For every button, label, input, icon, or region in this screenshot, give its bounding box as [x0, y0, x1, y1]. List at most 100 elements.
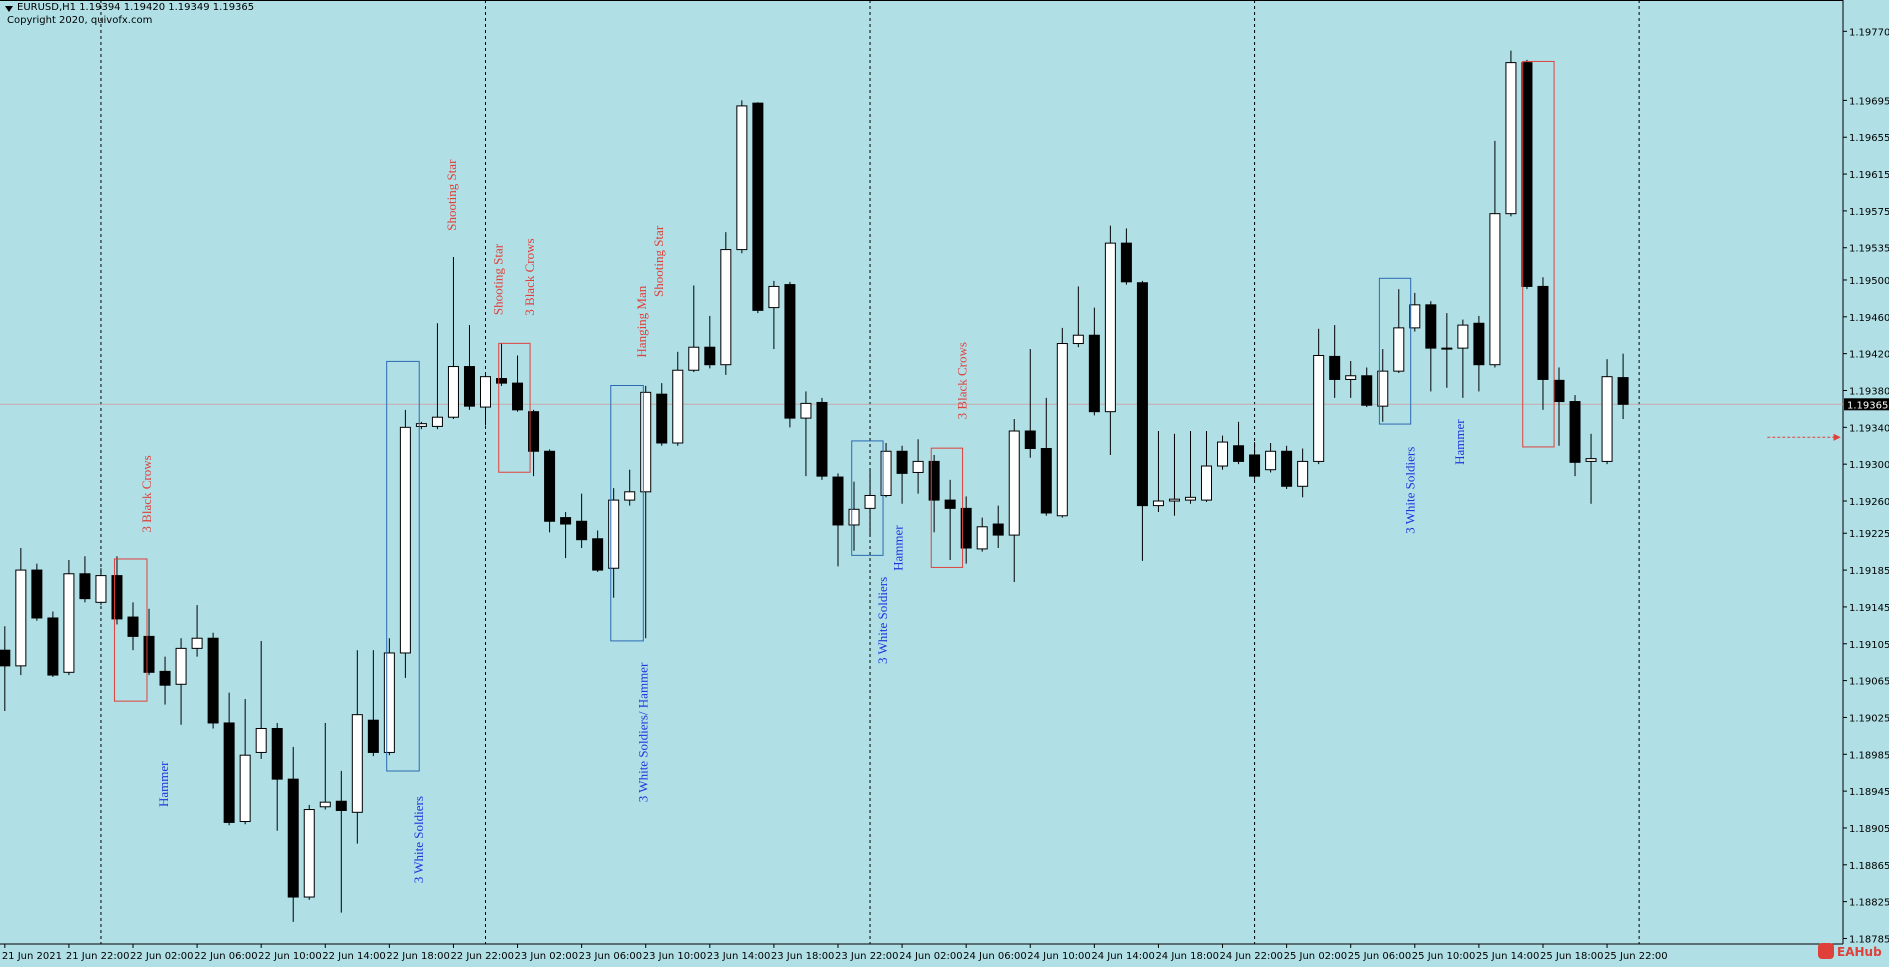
x-tick-label: 25 Jun 14:00 [1476, 951, 1540, 962]
bull-body [1489, 213, 1501, 366]
x-tick-label: 22 Jun 14:00 [322, 951, 386, 962]
bear-body [752, 102, 764, 311]
bear-body [928, 460, 940, 501]
bull-body [239, 754, 251, 823]
y-tick-label: 1.19380 [1849, 386, 1889, 397]
pattern-box [498, 342, 531, 473]
bull-body [1008, 430, 1020, 536]
bull-body [720, 249, 732, 366]
bear-body [704, 346, 716, 366]
bull-body [1393, 327, 1405, 372]
x-tick-label: 25 Jun 06:00 [1348, 951, 1412, 962]
y-tick-label: 1.19460 [1849, 313, 1889, 324]
pattern-label: 3 White Soldiers [1403, 447, 1418, 534]
bear-body [111, 575, 123, 620]
x-tick-label: 24 Jun 22:00 [1220, 951, 1284, 962]
y-tick-label: 1.19420 [1849, 350, 1889, 361]
bear-body [1120, 242, 1132, 283]
bull-body [912, 460, 924, 473]
bull-body [1313, 354, 1325, 462]
bear-body [1425, 304, 1437, 349]
bear-body [0, 649, 11, 667]
bull-body [1409, 304, 1421, 329]
x-tick-label: 22 Jun 22:00 [450, 951, 514, 962]
x-tick-label: 22 Jun 02:00 [130, 951, 194, 962]
bull-body [1072, 334, 1084, 345]
bear-body [1040, 448, 1052, 514]
y-tick-label: 1.19695 [1849, 96, 1889, 107]
bull-body [191, 637, 203, 649]
bull-body [624, 491, 636, 501]
y-tick-label: 1.18865 [1849, 861, 1889, 872]
bull-body [1152, 500, 1164, 507]
bear-body [335, 800, 347, 811]
x-tick-label: 25 Jun 18:00 [1540, 951, 1604, 962]
y-tick-label: 1.18985 [1849, 750, 1889, 761]
pattern-label: 3 Black Crows [955, 342, 970, 419]
x-tick-label: 23 Jun 18:00 [771, 951, 835, 962]
y-tick-label: 1.19145 [1849, 603, 1889, 614]
x-tick-label: 22 Jun 18:00 [386, 951, 450, 962]
y-tick-label: 1.18945 [1849, 787, 1889, 798]
bull-body [95, 575, 107, 603]
x-tick-label: 23 Jun 14:00 [707, 951, 771, 962]
x-tick-label: 21 Jun 22:00 [66, 951, 130, 962]
bear-body [159, 670, 171, 686]
bear-body [143, 635, 155, 673]
pattern-label: 3 Black Crows [522, 238, 537, 315]
price-marker-label: 1.19365 [1847, 400, 1888, 411]
pattern-label: Hammer [1452, 419, 1467, 465]
arrow-head [1833, 433, 1841, 441]
bull-body [431, 416, 443, 427]
bear-body [960, 507, 972, 549]
bull-body [1377, 370, 1389, 407]
price-marker-box [1844, 398, 1889, 411]
bull-body [1056, 343, 1068, 517]
pattern-box [930, 447, 964, 568]
pattern-label: 3 White Soldiers/ Hammer [635, 662, 650, 802]
bear-body [79, 573, 91, 600]
pattern-label: Shooting Star [651, 225, 666, 297]
x-tick-label: 23 Jun 22:00 [835, 951, 899, 962]
bull-body [63, 573, 75, 673]
bear-body [31, 569, 43, 619]
bear-body [592, 538, 604, 571]
bull-body [447, 366, 459, 418]
bull-body [1168, 498, 1180, 502]
bear-body [463, 366, 475, 407]
bull-body [303, 809, 315, 898]
pattern-label: 3 White Soldiers [875, 577, 890, 664]
bull-body [1457, 324, 1469, 349]
bear-body [207, 637, 219, 724]
bull-body [640, 391, 652, 493]
x-tick-label: 25 Jun 02:00 [1284, 951, 1348, 962]
bear-body [784, 284, 796, 419]
y-tick-label: 1.19535 [1849, 244, 1889, 255]
pattern-label: Hanging Man [634, 285, 649, 357]
pattern-box [1378, 277, 1412, 425]
y-tick-label: 1.19500 [1849, 276, 1889, 287]
bear-body [528, 411, 540, 452]
bear-body [1249, 454, 1261, 477]
x-tick-label: 23 Jun 06:00 [579, 951, 643, 962]
bull-body [608, 499, 620, 569]
bear-body [223, 722, 235, 823]
bull-body [688, 346, 700, 371]
bull-body [1104, 242, 1116, 413]
copyright: Copyright 2020, quivofx.com [7, 15, 152, 26]
bull-body [976, 526, 988, 550]
y-tick-label: 1.18785 [1849, 934, 1889, 945]
bear-body [576, 520, 588, 541]
bear-body [1441, 347, 1453, 350]
bear-body [1361, 375, 1373, 406]
bull-body [1585, 458, 1597, 462]
bear-body [832, 476, 844, 526]
y-tick-label: 1.19615 [1849, 170, 1889, 181]
bear-body [367, 719, 379, 753]
watermark-icon [1818, 943, 1834, 959]
bear-body [1617, 377, 1629, 405]
bull-body [383, 652, 395, 753]
